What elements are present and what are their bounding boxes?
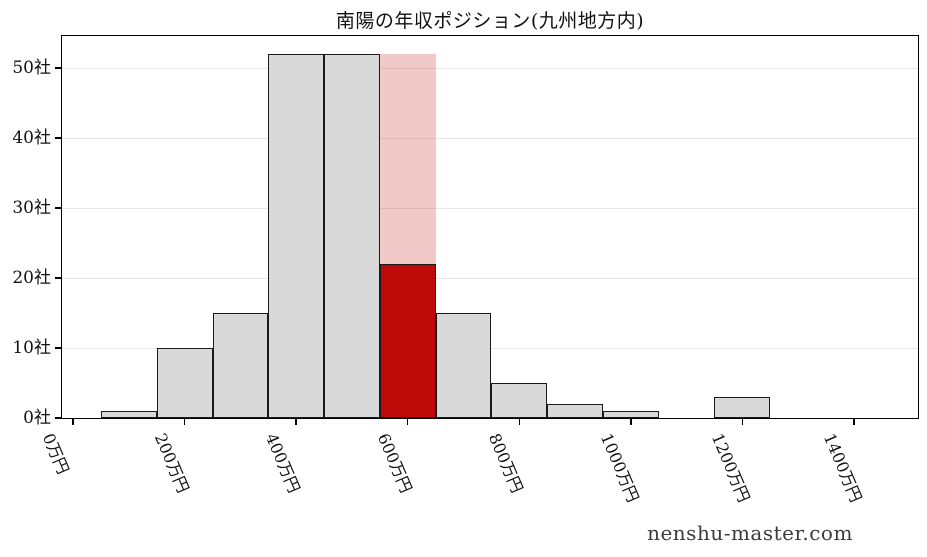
y-tick-mark	[55, 347, 62, 349]
y-tick-mark	[55, 67, 62, 69]
x-tick-mark	[72, 418, 74, 425]
chart-title: 南陽の年収ポジション(九州地方内)	[335, 10, 645, 32]
histogram-bar	[324, 54, 380, 418]
y-gridline	[62, 67, 918, 69]
y-tick-mark	[55, 137, 62, 139]
x-tick-label: 800万円	[485, 430, 528, 496]
y-tick-label: 10社	[12, 338, 51, 359]
x-tick-label: 400万円	[262, 430, 304, 496]
y-gridline	[62, 277, 918, 279]
y-tick-mark	[55, 277, 62, 279]
histogram-bar	[268, 54, 325, 418]
histogram-bar	[547, 404, 603, 418]
y-tick-mark	[55, 207, 62, 209]
x-tick-mark	[295, 418, 297, 425]
y-gridline	[62, 137, 918, 139]
highlight-bar	[379, 264, 436, 418]
histogram-bar	[435, 313, 492, 418]
x-tick-mark	[406, 418, 409, 425]
x-tick-label: 0万円	[38, 430, 73, 477]
x-tick-label: 600万円	[373, 430, 416, 496]
x-tick-mark	[183, 418, 186, 425]
x-tick-label: 1400万円	[819, 430, 866, 505]
x-tick-label: 1000万円	[596, 430, 643, 505]
x-tick-label: 200万円	[150, 430, 193, 496]
y-tick-label: 0社	[23, 408, 51, 428]
y-tick-label: 20社	[12, 268, 51, 289]
watermark-text: nenshu-master.com	[647, 521, 853, 545]
x-tick-mark	[741, 418, 744, 425]
x-tick-mark	[853, 418, 855, 425]
histogram-bar	[156, 348, 213, 418]
histogram-bar	[491, 383, 548, 418]
y-tick-label: 50社	[12, 58, 51, 79]
histogram-bar	[101, 411, 157, 418]
x-tick-mark	[518, 418, 521, 425]
y-gridline	[62, 207, 918, 209]
x-tick-mark	[630, 418, 632, 425]
y-tick-label: 40社	[12, 128, 51, 149]
y-tick-mark	[55, 417, 62, 419]
y-tick-label: 30社	[12, 198, 51, 219]
histogram-bar	[212, 313, 269, 418]
histogram-bar	[602, 411, 659, 418]
histogram-bar	[714, 397, 771, 418]
x-tick-label: 1200万円	[708, 430, 755, 505]
